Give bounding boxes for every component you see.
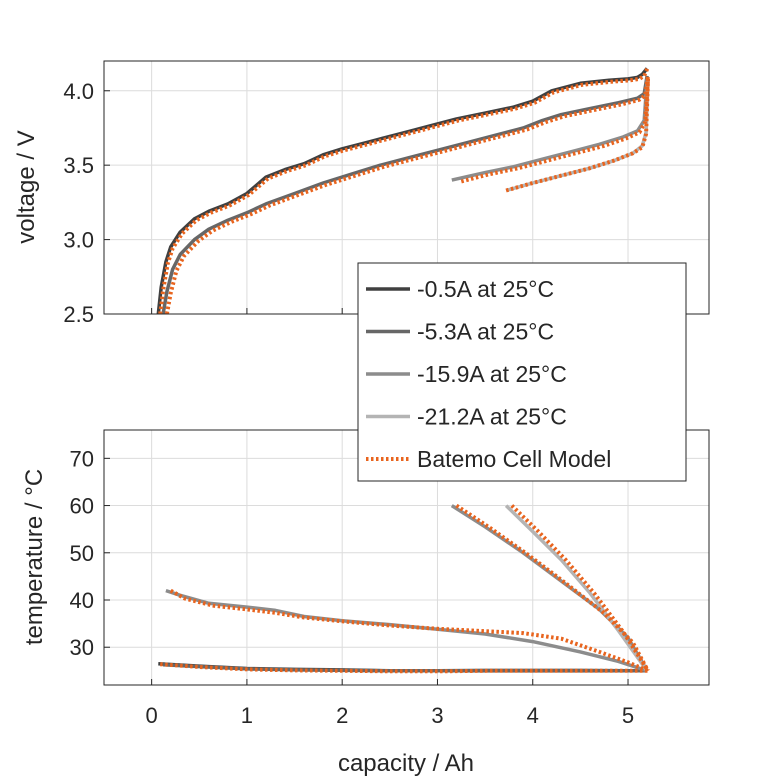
temperature-x-tick-label: 3 — [431, 703, 443, 728]
temperature-x-tick-label: 2 — [336, 703, 348, 728]
voltage-series-batemo-cell-model — [158, 66, 650, 314]
temperature-series-5-3a-at-25-c — [163, 662, 648, 673]
temperature-x-tick-label: 0 — [146, 703, 158, 728]
temperature-y-tick-label: 60 — [70, 494, 94, 519]
legend-label: Batemo Cell Model — [417, 446, 611, 472]
voltage-y-tick-label: 3.0 — [63, 228, 94, 253]
temperature-series-batemo-model — [455, 503, 650, 672]
legend-label: -15.9A at 25°C — [417, 361, 567, 387]
temperature-series-21-2a-at-25-c — [504, 504, 649, 672]
voltage-series-batemo-model — [164, 75, 650, 314]
temperature-series — [158, 503, 650, 674]
legend-label: -21.2A at 25°C — [417, 404, 567, 430]
temperature-y-tick-label: 30 — [70, 635, 94, 660]
temperature-series-batemo-model — [169, 588, 649, 673]
temperature-x-tick-label: 4 — [527, 703, 539, 728]
temperature-x-tick-label: 5 — [622, 703, 634, 728]
voltage-series-batemo-model — [505, 78, 650, 193]
legend-label: -0.5A at 25°C — [417, 276, 554, 302]
capacity-x-axis-label: capacity / Ah — [338, 750, 474, 777]
voltage-series — [156, 66, 650, 314]
legend-box — [357, 262, 687, 482]
voltage-series-5-3a-at-25-c — [161, 75, 649, 314]
voltage-ticks: 2.5 3.0 3.5 4.0 — [63, 79, 629, 327]
legend: -0.5A at 25°C -5.3A at 25°C -15.9A at 25°C… — [357, 262, 687, 482]
voltage-y-axis-label: voltage / V — [13, 130, 40, 243]
temperature-y-tick-label: 40 — [70, 588, 94, 613]
temperature-y-tick-label: 70 — [70, 446, 94, 471]
legend-entries: -0.5A at 25°C -5.3A at 25°C -15.9A at 25°C… — [366, 276, 611, 472]
temperature-series-batemo-model — [510, 504, 650, 672]
temperature-x-tick-label: 1 — [241, 703, 253, 728]
temperature-series-batemo-cell-model — [160, 662, 648, 674]
legend-label: -5.3A at 25°C — [417, 319, 554, 345]
voltage-series-batemo-model — [460, 78, 650, 184]
temperature-y-axis-label: temperature / °C — [21, 469, 48, 645]
temperature-y-tick-label: 50 — [70, 541, 94, 566]
temperature-ticks: 0 1 2 3 4 5 30 40 50 60 70 — [70, 446, 635, 728]
voltage-y-tick-label: 4.0 — [63, 79, 94, 104]
voltage-y-tick-label: 3.5 — [63, 153, 94, 178]
voltage-y-tick-label: 2.5 — [63, 302, 94, 327]
